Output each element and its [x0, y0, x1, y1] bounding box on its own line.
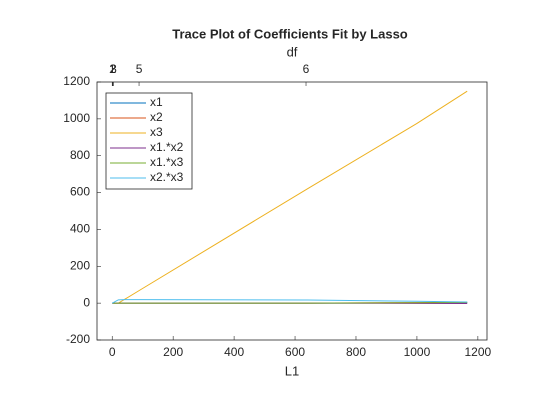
x2-tick-label: 6 [303, 62, 310, 76]
x2-tick-label: 1 [109, 62, 116, 76]
chart-title: Trace Plot of Coefficients Fit by Lasso [172, 26, 408, 41]
x2-tick-label: 3 [110, 62, 117, 76]
x-tick-label: 200 [163, 345, 183, 359]
y-tick-label: 400 [70, 222, 90, 236]
x-tick-label: 1000 [404, 345, 431, 359]
y-tick-label: 0 [83, 295, 90, 309]
x-tick-label: 1200 [465, 345, 492, 359]
legend-label: x1.*x2 [150, 140, 184, 154]
y-tick-label: 600 [70, 185, 90, 199]
legend-label: x1 [150, 95, 163, 109]
legend-label: x1.*x3 [150, 155, 184, 169]
legend-label: x3 [150, 125, 163, 139]
y-tick-label: 1000 [63, 111, 90, 125]
y-tick-label: 200 [70, 258, 90, 272]
x-tick-label: 600 [285, 345, 305, 359]
series-line [111, 299, 468, 304]
x-tick-label: 400 [224, 345, 244, 359]
x2-tick-label: 5 [136, 62, 143, 76]
x-tick-label: 0 [109, 345, 116, 359]
legend-box [105, 92, 193, 190]
x2-tick-label: 2 [110, 62, 117, 76]
x-axis-label: L1 [285, 363, 299, 378]
x2-axis-label: df [287, 44, 298, 59]
y-tick-label: 1200 [63, 74, 90, 88]
legend-label: x2.*x3 [150, 170, 184, 184]
y-tick-label: -200 [66, 332, 90, 346]
series-line [112, 301, 468, 304]
y-tick-label: 800 [70, 148, 90, 162]
legend-label: x2 [150, 110, 163, 124]
x-tick-label: 800 [346, 345, 366, 359]
